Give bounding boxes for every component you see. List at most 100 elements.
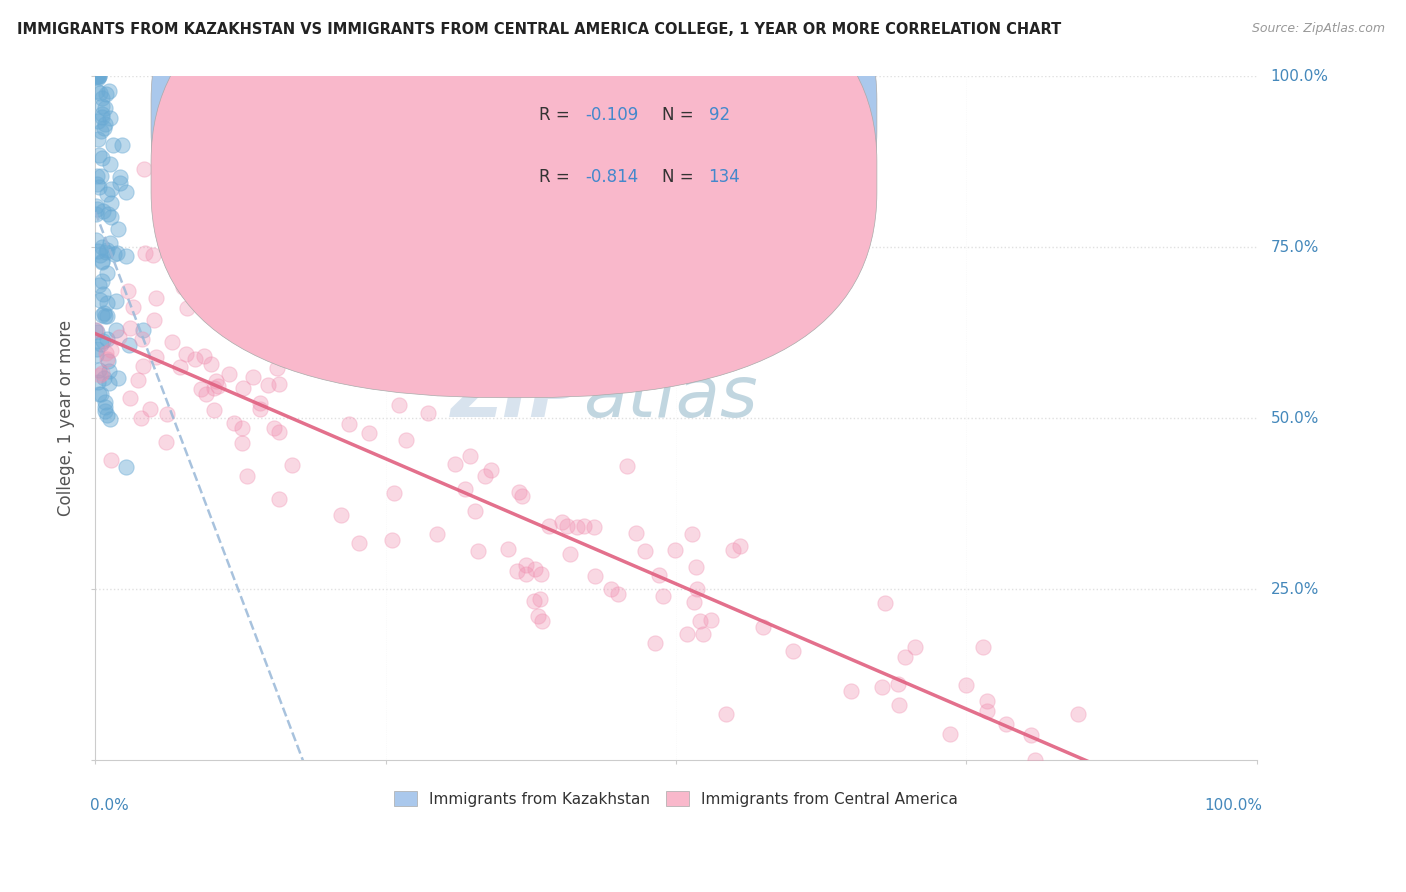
Point <box>107 222 129 236</box>
Point <box>555 519 578 533</box>
Point <box>233 304 256 318</box>
Point <box>86 199 108 213</box>
Point <box>87 148 110 162</box>
Point <box>139 402 162 417</box>
Point <box>90 337 112 351</box>
Legend: Immigrants from Kazakhstan, Immigrants from Central America: Immigrants from Kazakhstan, Immigrants f… <box>387 783 966 814</box>
Point <box>120 321 142 335</box>
Point <box>103 247 125 261</box>
FancyBboxPatch shape <box>150 0 877 336</box>
Point <box>84 323 107 337</box>
Point <box>269 376 291 391</box>
Point <box>347 535 370 549</box>
Point <box>86 169 108 184</box>
Point <box>467 544 489 558</box>
Point <box>530 567 553 582</box>
Point <box>381 533 404 547</box>
Point <box>93 121 115 136</box>
Point <box>96 266 118 280</box>
Point <box>626 525 648 540</box>
Point <box>90 254 112 268</box>
Point <box>89 368 111 383</box>
Point <box>714 707 737 722</box>
Point <box>86 177 108 191</box>
Point <box>90 99 112 113</box>
Point <box>96 244 118 258</box>
Point <box>689 614 711 628</box>
Point <box>127 373 149 387</box>
Point <box>904 640 927 655</box>
Point <box>91 308 114 322</box>
Point <box>418 406 440 420</box>
Point <box>96 309 118 323</box>
Point <box>93 371 115 385</box>
Point <box>337 417 360 431</box>
Point <box>94 309 117 323</box>
Point <box>96 186 118 201</box>
Point <box>976 693 998 707</box>
Point <box>87 244 110 259</box>
Text: 100.0%: 100.0% <box>1271 69 1329 84</box>
Point <box>84 233 107 247</box>
Point <box>531 614 554 628</box>
Point <box>529 592 551 607</box>
Point <box>607 587 630 601</box>
Point <box>94 395 117 409</box>
Point <box>90 151 112 165</box>
Text: 0.0%: 0.0% <box>90 798 128 813</box>
Point <box>1021 728 1043 742</box>
Point <box>91 286 114 301</box>
Point <box>84 69 107 83</box>
Point <box>550 516 572 530</box>
Point <box>132 161 155 176</box>
Point <box>955 678 977 692</box>
Text: N =: N = <box>662 106 699 124</box>
Point <box>87 131 110 145</box>
Point <box>873 596 896 610</box>
Point <box>87 69 110 83</box>
Point <box>118 338 141 352</box>
Point <box>870 680 893 694</box>
Point <box>509 359 531 374</box>
Point <box>976 704 998 718</box>
Point <box>721 542 744 557</box>
Point <box>567 520 589 534</box>
FancyBboxPatch shape <box>491 87 838 202</box>
Point <box>96 351 118 366</box>
Point <box>94 87 117 101</box>
Point <box>100 195 122 210</box>
Point <box>107 371 129 385</box>
Text: 50.0%: 50.0% <box>1271 410 1319 425</box>
Point <box>506 564 529 578</box>
Point <box>232 381 254 395</box>
Point <box>160 334 183 349</box>
Point <box>995 717 1018 731</box>
Point <box>496 541 519 556</box>
Text: -0.109: -0.109 <box>585 106 638 124</box>
Point <box>841 684 863 698</box>
Point <box>100 182 122 196</box>
Point <box>202 380 225 394</box>
Point <box>98 411 121 425</box>
Point <box>676 627 699 641</box>
Point <box>90 110 112 124</box>
Point <box>572 518 595 533</box>
Point <box>100 210 122 224</box>
Point <box>558 547 581 561</box>
Point <box>131 332 153 346</box>
Point <box>681 527 703 541</box>
Point <box>94 117 117 131</box>
Text: atlas: atlas <box>583 363 758 432</box>
Text: R =: R = <box>538 106 575 124</box>
Point <box>200 357 222 371</box>
Point <box>195 387 218 401</box>
Text: 134: 134 <box>709 168 740 186</box>
Point <box>267 425 290 440</box>
Point <box>207 378 229 392</box>
Point <box>90 387 112 401</box>
Point <box>267 492 290 507</box>
Point <box>97 364 120 378</box>
Point <box>84 348 107 362</box>
Point <box>86 69 108 83</box>
Point <box>155 435 177 450</box>
